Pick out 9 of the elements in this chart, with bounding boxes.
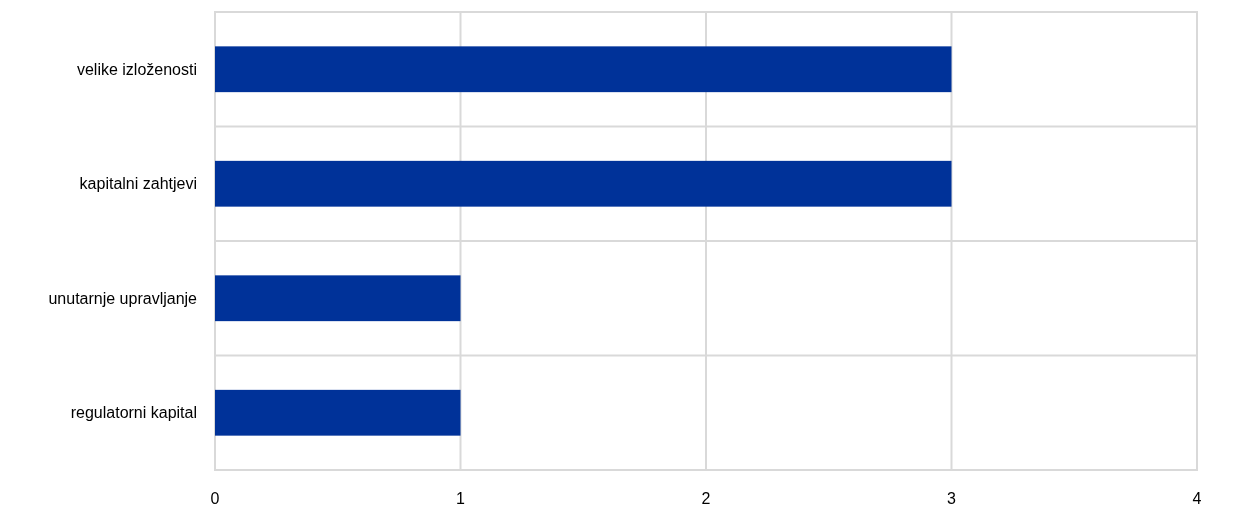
y-tick-label: regulatorni kapital [70,404,197,422]
x-tick-label: 0 [210,490,220,507]
y-tick-label: unutarnje upravljanje [48,289,198,307]
y-tick-label: kapitalni zahtjevi [79,175,197,193]
x-tick-label: 2 [701,490,711,507]
x-tick-label: 1 [456,490,466,507]
y-tick-label: velike izloženosti [76,60,197,78]
x-tick-label: 4 [1192,490,1202,507]
x-tick-label: 3 [947,490,957,507]
